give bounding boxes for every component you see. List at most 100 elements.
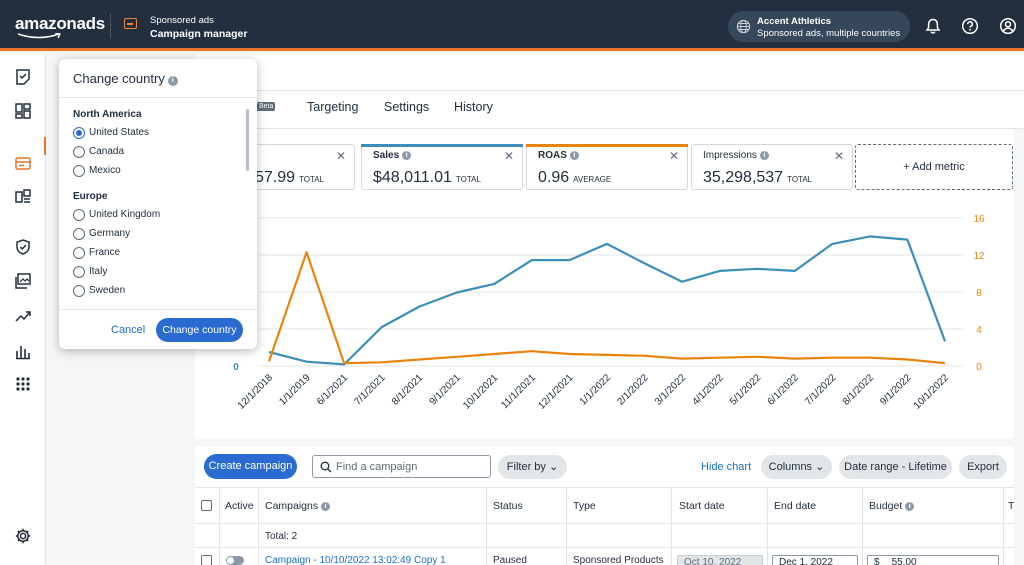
change-country-button[interactable]: Change country bbox=[156, 318, 243, 342]
info-icon[interactable]: i bbox=[905, 502, 915, 511]
column-header-status[interactable]: Status bbox=[493, 500, 523, 512]
tab-settings[interactable]: Settings bbox=[384, 100, 430, 114]
campaign-status: Paused bbox=[493, 555, 527, 565]
bell-icon[interactable] bbox=[924, 17, 942, 35]
remove-metric-icon[interactable]: ✕ bbox=[833, 149, 844, 163]
hide-chart-link[interactable]: Hide chart bbox=[701, 461, 752, 473]
select-all-checkbox[interactable] bbox=[201, 500, 212, 511]
metric-card-impressions[interactable]: Impressions i ✕ 35,298,537 TOTAL bbox=[691, 144, 853, 190]
budget-field[interactable]: $55.00 bbox=[867, 555, 999, 565]
trending-icon[interactable] bbox=[14, 307, 32, 325]
chevron-down-icon: ⌄ bbox=[815, 461, 825, 473]
x-tick-label: 2/1/2022 bbox=[615, 372, 651, 408]
logo-smile-icon bbox=[17, 33, 62, 39]
info-icon[interactable]: i bbox=[321, 502, 331, 511]
tab-history[interactable]: History bbox=[454, 100, 493, 114]
end-date-field[interactable]: Dec 1, 2022 bbox=[772, 555, 858, 565]
remove-metric-icon[interactable]: ✕ bbox=[668, 149, 679, 163]
header-divider bbox=[110, 13, 111, 39]
columns-button[interactable]: Columns ⌄ bbox=[761, 455, 832, 479]
y-right-tick-label: 0 bbox=[976, 362, 982, 373]
creative-assets-icon[interactable] bbox=[14, 272, 32, 290]
radio-selected[interactable] bbox=[73, 127, 85, 139]
user-profile-icon[interactable] bbox=[999, 17, 1017, 35]
account-switcher[interactable]: Accent Athletics Sponsored ads, multiple… bbox=[728, 11, 910, 42]
column-header-end-date[interactable]: End date bbox=[774, 500, 817, 512]
radio[interactable] bbox=[73, 228, 85, 240]
column-header-active[interactable]: Active bbox=[225, 500, 254, 512]
row-divider bbox=[195, 523, 1014, 524]
popover-divider bbox=[59, 97, 257, 98]
campaign-manager-nav-icon[interactable] bbox=[14, 154, 32, 172]
popover-scrollbar[interactable] bbox=[246, 109, 249, 171]
group-europe: Europe bbox=[73, 191, 108, 202]
search-icon bbox=[320, 461, 332, 473]
column-header-campaigns[interactable]: Campaigns i bbox=[265, 500, 331, 512]
radio[interactable] bbox=[73, 285, 85, 297]
settings-gear-icon[interactable] bbox=[14, 527, 32, 545]
radio[interactable] bbox=[73, 247, 85, 259]
metric-card-sales[interactable]: Sales i ✕ $48,011.01 TOTAL bbox=[361, 144, 523, 190]
add-metric-button[interactable]: + Add metric bbox=[855, 144, 1013, 190]
campaign-header bbox=[195, 54, 1024, 91]
column-header-budget[interactable]: Budget i bbox=[869, 500, 915, 512]
start-date-field: Oct 10, 2022 bbox=[677, 555, 763, 565]
column-header-type[interactable]: Type bbox=[573, 500, 596, 512]
radio[interactable] bbox=[73, 165, 85, 177]
tasks-icon[interactable] bbox=[14, 68, 32, 86]
amazon-ads-logo[interactable]: amazonads bbox=[15, 14, 105, 39]
globe-icon bbox=[736, 19, 751, 34]
x-tick-label: 3/1/2022 bbox=[653, 372, 689, 408]
metric-name: ROAS i bbox=[538, 150, 579, 161]
help-icon[interactable] bbox=[961, 17, 979, 35]
row-checkbox[interactable] bbox=[201, 555, 212, 565]
x-tick-label: 6/1/2022 bbox=[766, 372, 802, 408]
app-title[interactable]: Campaign manager bbox=[150, 28, 248, 40]
metric-value: 57.99 TOTAL bbox=[255, 169, 325, 186]
col-divider bbox=[486, 487, 487, 565]
brand-protection-icon[interactable] bbox=[14, 238, 32, 256]
x-tick-label: 12/1/2018 bbox=[236, 372, 276, 412]
x-tick-label: 5/1/2022 bbox=[728, 372, 764, 408]
y-right-tick-label: 8 bbox=[976, 288, 982, 299]
remove-metric-icon[interactable]: ✕ bbox=[335, 149, 346, 163]
date-range-button[interactable]: Date range - Lifetime bbox=[839, 455, 952, 479]
radio[interactable] bbox=[73, 146, 85, 158]
x-tick-label: 7/1/2022 bbox=[803, 372, 839, 408]
column-header-start-date[interactable]: Start date bbox=[679, 500, 725, 512]
radio[interactable] bbox=[73, 209, 85, 221]
tab-targeting[interactable]: Targeting bbox=[307, 100, 359, 114]
campaign-active-toggle[interactable] bbox=[226, 556, 244, 565]
remove-metric-icon[interactable]: ✕ bbox=[503, 149, 514, 163]
create-campaign-button[interactable]: Create campaign bbox=[204, 454, 297, 479]
x-tick-label: 8/1/2022 bbox=[841, 372, 877, 408]
campaign-name-link[interactable]: Campaign - 10/10/2022 13:02:49 Copy 1 bbox=[265, 555, 446, 565]
info-icon[interactable]: i bbox=[759, 151, 769, 160]
column-header-truncated[interactable]: T bbox=[1008, 500, 1015, 512]
metric-card-roas[interactable]: ROAS i ✕ 0.96 AVERAGE bbox=[526, 144, 688, 190]
metric-value: $48,011.01 TOTAL bbox=[373, 169, 481, 186]
radio[interactable] bbox=[73, 266, 85, 278]
reports-icon[interactable] bbox=[14, 342, 32, 360]
dashboard-icon[interactable] bbox=[14, 102, 32, 120]
cancel-button[interactable]: Cancel bbox=[111, 324, 146, 336]
account-subtitle: Sponsored ads, multiple countries bbox=[757, 28, 901, 39]
total-count: Total: 2 bbox=[265, 531, 298, 542]
apps-grid-icon[interactable] bbox=[14, 375, 32, 393]
series-line-sales bbox=[268, 235, 947, 366]
col-divider bbox=[258, 487, 259, 565]
metric-value: 0.96 AVERAGE bbox=[538, 169, 612, 186]
change-country-popover: Change country i North America United Sta… bbox=[59, 59, 257, 349]
info-icon[interactable]: i bbox=[569, 151, 579, 160]
search-campaign-input[interactable]: Find a campaign bbox=[312, 455, 491, 478]
filter-by-button[interactable]: Filter by ⌄ bbox=[498, 455, 567, 479]
popover-divider bbox=[59, 309, 257, 310]
info-icon[interactable]: i bbox=[167, 76, 178, 86]
y-left-tick-label: 0 bbox=[233, 362, 239, 373]
stores-icon[interactable] bbox=[14, 187, 32, 205]
export-button[interactable]: Export bbox=[959, 455, 1007, 479]
x-tick-label: 9/1/2022 bbox=[878, 372, 914, 408]
info-icon[interactable]: i bbox=[402, 151, 412, 160]
x-tick-label: 10/1/2021 bbox=[461, 372, 501, 412]
